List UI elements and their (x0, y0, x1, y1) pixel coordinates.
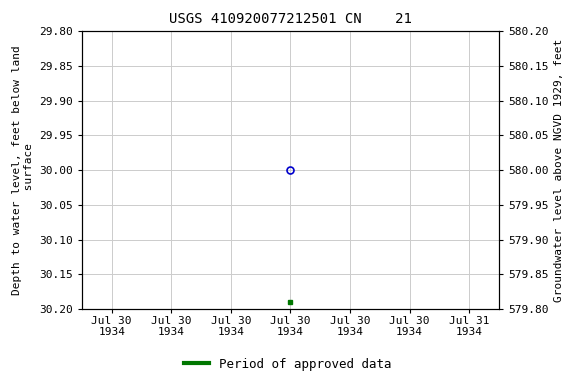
Y-axis label: Depth to water level, feet below land
 surface: Depth to water level, feet below land su… (12, 45, 33, 295)
Title: USGS 410920077212501 CN    21: USGS 410920077212501 CN 21 (169, 12, 412, 26)
Legend: Period of approved data: Period of approved data (179, 353, 397, 376)
Y-axis label: Groundwater level above NGVD 1929, feet: Groundwater level above NGVD 1929, feet (554, 38, 564, 302)
